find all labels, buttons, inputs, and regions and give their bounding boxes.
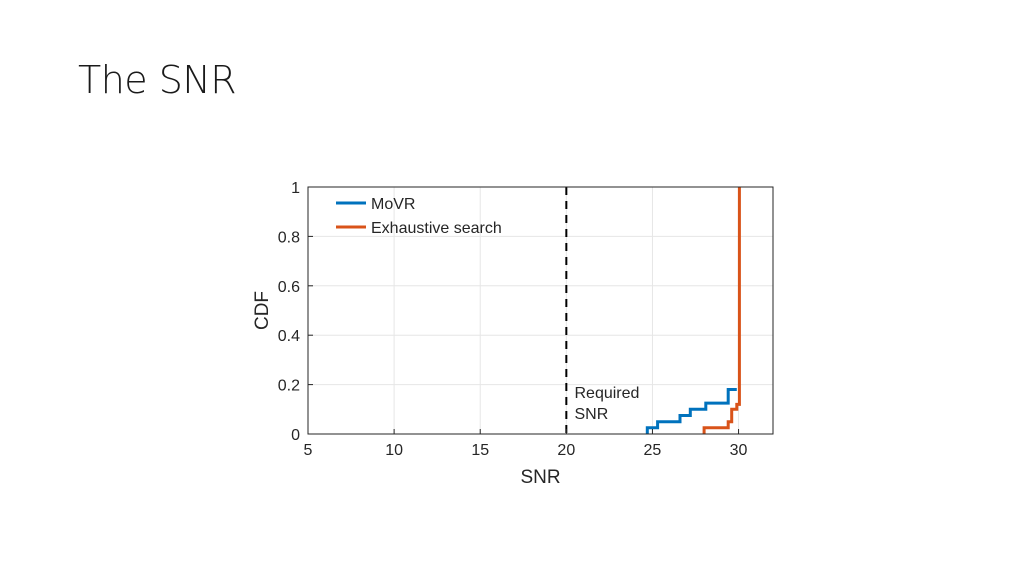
y-tick-label: 0.8	[278, 229, 300, 246]
x-tick-label: 25	[644, 442, 662, 459]
y-tick-label: 0.6	[278, 279, 300, 296]
plot-lines	[565, 187, 741, 434]
chart-svg: 5 10 15 20 25 30 0 0.2 0.4 0.6 0.8 1 SNR CDF MoVR Ex…	[252, 180, 774, 488]
x-tick-label: 5	[304, 442, 313, 459]
x-tick-label: 15	[471, 442, 489, 459]
x-axis-label: SNR	[520, 467, 560, 488]
cdf-chart: 5 10 15 20 25 30 0 0.2 0.4 0.6 0.8 1 SNR CDF MoVR Ex…	[240, 170, 800, 500]
plot-frame	[307, 186, 774, 435]
series-line-movr	[645, 388, 737, 434]
annotation-line: SNR	[575, 406, 609, 423]
legend: MoVR Exhaustive search	[336, 196, 502, 237]
y-tick-label: 1	[291, 180, 300, 197]
y-axis-label: CDF	[252, 291, 273, 330]
y-tick-label: 0.4	[278, 328, 300, 345]
slide-title: The SNR	[78, 58, 237, 102]
x-tick-label: 20	[557, 442, 575, 459]
y-tick-label: 0	[291, 427, 300, 444]
legend-label: MoVR	[371, 196, 415, 213]
legend-label: Exhaustive search	[371, 220, 502, 237]
x-tick-label: 30	[730, 442, 748, 459]
x-tick-label: 10	[385, 442, 403, 459]
y-tick-label: 0.2	[278, 378, 300, 395]
series-line-exhaustive-search	[702, 187, 741, 434]
required-snr-annotation: Required SNR	[575, 385, 640, 423]
annotation-line: Required	[575, 385, 640, 402]
ticks: 5 10 15 20 25 30 0 0.2 0.4 0.6 0.8 1	[278, 180, 748, 459]
